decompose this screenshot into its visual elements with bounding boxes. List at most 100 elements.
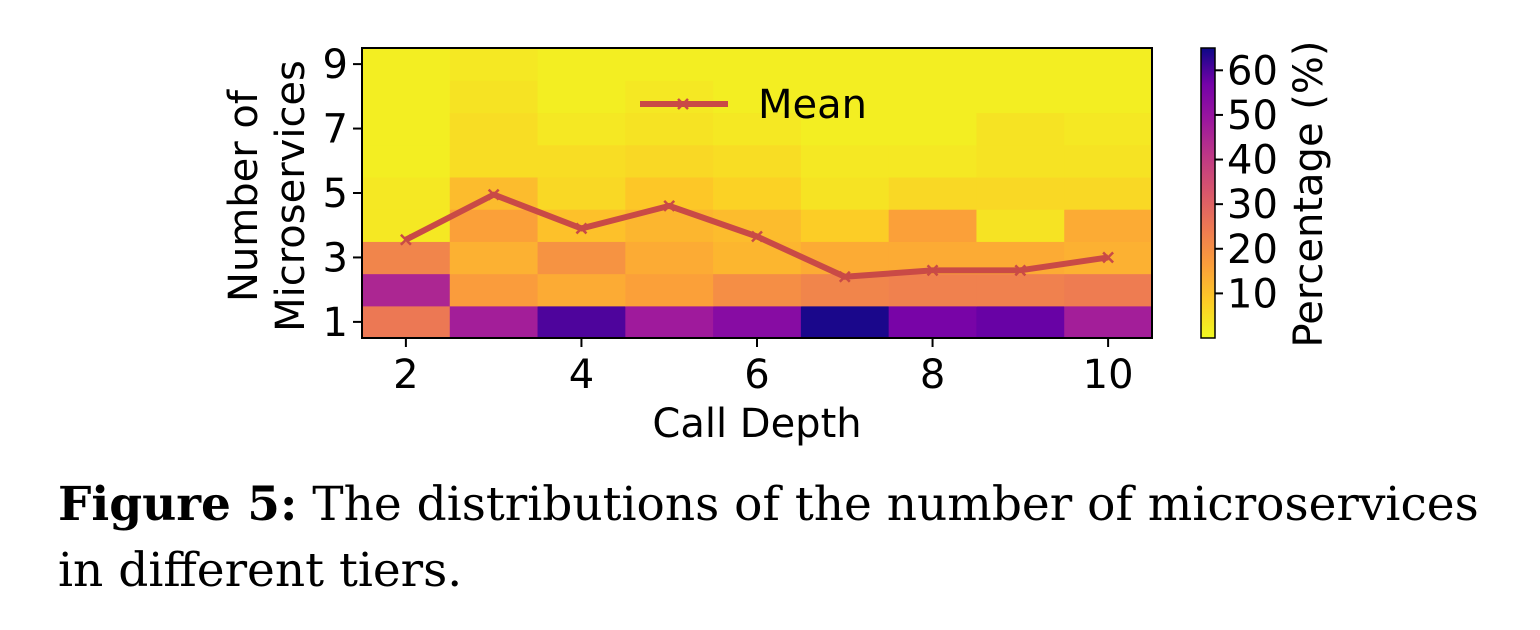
heatmap-cell (625, 241, 714, 275)
heatmap-cell (449, 241, 539, 275)
heatmap-cell (976, 273, 1065, 307)
y-tick-label: 9 (323, 42, 348, 88)
heatmap-cell (888, 209, 978, 242)
heatmap-cell (449, 305, 539, 339)
heatmap-cell (888, 305, 978, 339)
mean-point (1102, 251, 1114, 264)
mean-point (487, 188, 500, 201)
heatmap-cell (1064, 80, 1153, 114)
caption-label: Figure 5: (58, 477, 298, 532)
colorbar-label: Percentage (%) (1286, 41, 1332, 348)
heatmap-cell (713, 112, 802, 146)
heatmap-cell (537, 144, 626, 178)
heatmap-cell (800, 48, 890, 81)
heatmap-cell (800, 241, 890, 275)
x-axis-label: Call Depth (652, 401, 861, 447)
mean-point (838, 270, 851, 283)
heatmap-cell (625, 80, 714, 114)
heatmap-cell (625, 48, 714, 81)
heatmap-cell (800, 176, 890, 210)
heatmap-cell (625, 305, 714, 339)
heatmap-cell (800, 305, 890, 339)
heatmap-cell (537, 176, 626, 210)
x-tick-label: 4 (569, 352, 594, 398)
heatmap-cell (362, 80, 451, 114)
mean-point (400, 233, 412, 246)
heatmap-cell (713, 80, 802, 114)
heatmap-cell (362, 144, 451, 178)
heatmap-cell (362, 176, 451, 210)
colorbar-tick-label: 60 (1227, 48, 1278, 94)
heatmap-cell (713, 273, 802, 307)
heatmap-cell (449, 273, 539, 307)
x-axis-ticks: 2 4 6 8 10 (393, 338, 1134, 398)
heatmap-cell (449, 80, 539, 114)
heatmap-cell (976, 144, 1065, 178)
mean-point (751, 230, 763, 243)
heatmap-cell (1064, 209, 1153, 242)
heatmap-cell (362, 48, 451, 81)
heatmap-cell (362, 112, 451, 146)
heatmap-cell (1064, 112, 1153, 146)
mean-point (1014, 264, 1027, 277)
heatmap-cell (713, 305, 802, 339)
y-tick-label: 3 (323, 235, 348, 281)
heatmap-cell (1064, 48, 1153, 81)
y-axis-ticks: 1 3 5 7 9 (323, 42, 362, 346)
heatmap-cell (537, 112, 626, 146)
mean-point (575, 222, 588, 235)
heatmap-cell (449, 209, 539, 242)
heatmap-cell (449, 112, 539, 146)
heatmap-cell (362, 305, 451, 339)
heatmap-cell (976, 48, 1065, 81)
heatmap-cell (537, 48, 626, 81)
heatmap-cell (362, 241, 451, 275)
mean-point (663, 200, 676, 212)
heatmap-cell (625, 112, 714, 146)
colorbar-tick-label: 10 (1227, 271, 1278, 317)
heatmap-cell (800, 80, 890, 114)
x-tick-label: 8 (920, 352, 945, 398)
heatmap-cell (625, 273, 714, 307)
heatmap-cell (976, 80, 1065, 114)
x-tick-label: 6 (744, 352, 769, 398)
figure-caption: Figure 5: The distributions of the numbe… (58, 472, 1528, 604)
heatmap-cell (537, 80, 626, 114)
legend-mean-marker (677, 98, 689, 110)
mean-point (926, 264, 939, 277)
heatmap-cell (537, 273, 626, 307)
y-tick-label: 5 (323, 171, 348, 217)
colorbar (1200, 47, 1216, 339)
heatmap-cell (888, 273, 978, 307)
heatmap-cell (537, 241, 626, 275)
y-tick-label: 7 (323, 107, 348, 153)
mean-series (400, 188, 1114, 283)
heatmap-cell (625, 144, 714, 178)
y-tick-label: 1 (323, 300, 348, 346)
heatmap-cell (800, 112, 890, 146)
legend: Mean (640, 82, 867, 128)
heatmap-cells (362, 48, 1153, 339)
heatmap-cell (888, 144, 978, 178)
x-tick-label: 10 (1083, 352, 1134, 398)
colorbar-tick-label: 30 (1227, 182, 1278, 228)
y-axis-label-line-2: Microservices (268, 60, 314, 332)
colorbar-tick-label: 20 (1227, 227, 1278, 273)
heatmap-cell (976, 209, 1065, 242)
heatmap-cell (1064, 305, 1153, 339)
heatmap-cell (888, 48, 978, 81)
heatmap-cell (713, 176, 802, 210)
colorbar-tick-label: 40 (1227, 138, 1278, 184)
heatmap-cell (1064, 273, 1153, 307)
heatmap-cell (800, 209, 890, 242)
colorbar-tick-label: 50 (1227, 93, 1278, 139)
heatmap-cell (713, 241, 802, 275)
heatmap-cell (1064, 144, 1153, 178)
y-axis-label-line-1: Number of (221, 89, 267, 302)
heatmap-cell (976, 176, 1065, 210)
heatmap-cell (1064, 176, 1153, 210)
heatmap-cell (888, 80, 978, 114)
heatmap-cell (800, 144, 890, 178)
